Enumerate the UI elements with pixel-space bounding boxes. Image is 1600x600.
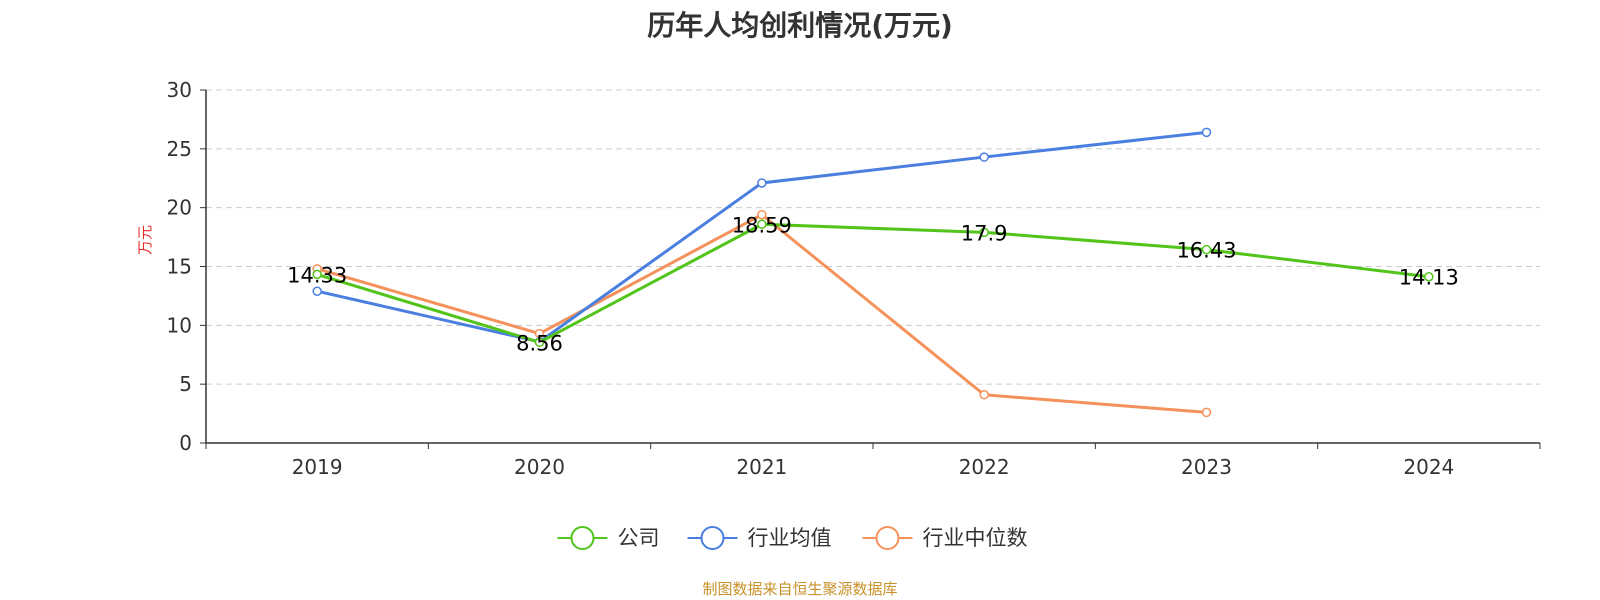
x-tick-label: 2024 bbox=[1403, 455, 1454, 479]
data-point bbox=[312, 286, 322, 296]
legend-item: 行业均值 bbox=[687, 526, 832, 550]
legend-item: 行业中位数 bbox=[862, 526, 1028, 550]
data-label: 14.13 bbox=[1399, 266, 1459, 290]
y-axis-label: 万元 bbox=[136, 225, 154, 255]
data-labels: 14.33 8.56 18.59 17.9 16.43 14.13 bbox=[287, 213, 1459, 355]
data-point bbox=[979, 227, 989, 238]
y-tick-label: 10 bbox=[167, 313, 192, 337]
grid-lines bbox=[206, 89, 1540, 385]
data-point bbox=[1201, 407, 1212, 418]
legend-item: 公司 bbox=[557, 526, 660, 550]
source-note: 制图数据来自恒生聚源数据库 bbox=[702, 580, 898, 598]
data-point bbox=[534, 337, 545, 348]
data-point bbox=[757, 209, 767, 220]
legend-label: 行业中位数 bbox=[923, 526, 1028, 550]
y-tick-label: 5 bbox=[179, 372, 192, 396]
x-tick-label: 2019 bbox=[292, 455, 343, 479]
data-point bbox=[1424, 271, 1434, 282]
data-point bbox=[979, 390, 989, 400]
x-tick-label: 2021 bbox=[736, 455, 787, 479]
x-tick-label: 2022 bbox=[959, 455, 1010, 479]
chart-title: 历年人均创利情况(万元) bbox=[647, 9, 953, 42]
x-tick-label: 2020 bbox=[514, 455, 565, 479]
legend-label: 行业均值 bbox=[748, 526, 832, 550]
y-tick-label: 30 bbox=[167, 78, 192, 102]
legend-marker bbox=[875, 526, 900, 550]
data-point bbox=[312, 269, 322, 280]
y-tick-label: 20 bbox=[167, 196, 192, 220]
y-tick-label: 25 bbox=[167, 137, 192, 161]
data-point bbox=[1201, 244, 1212, 255]
data-label: 16.43 bbox=[1176, 239, 1236, 263]
x-tick-label: 2023 bbox=[1181, 455, 1232, 479]
data-label: 8.56 bbox=[516, 331, 563, 355]
y-tick-label: 0 bbox=[179, 431, 192, 455]
series-line bbox=[316, 222, 1430, 344]
data-point bbox=[757, 178, 767, 188]
data-label: 18.59 bbox=[732, 213, 792, 237]
data-label: 17.9 bbox=[961, 221, 1008, 245]
data-point bbox=[1201, 127, 1212, 138]
legend-marker bbox=[700, 526, 725, 550]
legend-marker bbox=[570, 526, 595, 550]
axes: 0 5 10 15 20 25 30 2019 2020 2021 2022 2023 2024 万元 bbox=[136, 78, 1541, 479]
legend-label: 公司 bbox=[618, 526, 660, 550]
y-tick-label: 15 bbox=[167, 255, 192, 279]
series-layer bbox=[312, 127, 1434, 418]
data-label: 14.33 bbox=[287, 263, 347, 287]
data-point bbox=[979, 152, 989, 162]
legend: 公司 行业均值 行业中位数 bbox=[557, 526, 1028, 550]
data-point bbox=[757, 219, 767, 230]
